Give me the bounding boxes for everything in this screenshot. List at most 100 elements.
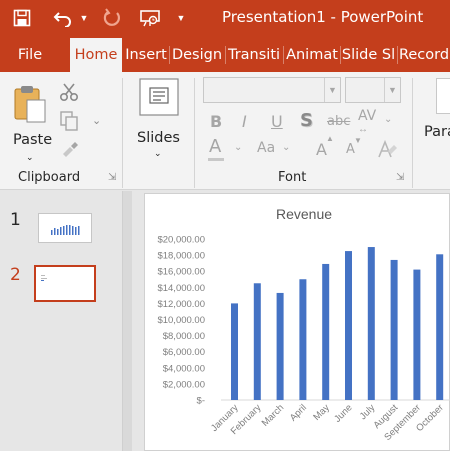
chart-title: Revenue — [276, 206, 332, 222]
character-spacing-arrows-icon: ↔ — [358, 124, 368, 135]
bar-october — [436, 254, 444, 400]
font-color-bar — [208, 158, 224, 161]
slide-number: 1 — [10, 210, 21, 230]
tab-animations[interactable]: Animat — [286, 47, 338, 63]
clipboard-group-label: Clipboard — [18, 170, 81, 185]
font-name-combo[interactable]: ▼ — [203, 77, 341, 103]
slide-number: 2 — [10, 265, 21, 285]
tab-insert[interactable]: Insert — [125, 47, 167, 63]
slide-thumbnail-2[interactable] — [34, 265, 96, 302]
save-icon[interactable] — [10, 6, 34, 30]
slide-thumbnail-1[interactable] — [38, 213, 92, 243]
strikethrough-button[interactable]: abc — [327, 114, 351, 129]
paragraph-label: Para — [424, 124, 450, 140]
character-spacing-button[interactable]: AV — [358, 108, 377, 124]
y-tick-label: $12,000.00 — [157, 299, 205, 310]
bar-june — [345, 251, 352, 400]
revenue-chart[interactable]: Revenue $- $2,000.00 $4,000.00 $6,000.00 $8,0… — [145, 194, 450, 451]
grow-font-caret-icon: ▲ — [326, 134, 334, 143]
font-color-button[interactable]: A — [209, 136, 222, 157]
y-tick-label: $10,000.00 — [157, 315, 205, 326]
font-group-label: Font — [278, 170, 307, 185]
ribbon-tabs: File Home Insert Design Transiti Animat … — [0, 38, 450, 72]
bar-august — [390, 259, 398, 400]
tab-transitions[interactable]: Transiti — [227, 47, 281, 63]
x-tick-label: June — [332, 402, 354, 424]
tab-record[interactable]: Record — [398, 47, 450, 63]
bar-july — [367, 247, 375, 400]
format-painter-icon[interactable] — [60, 140, 80, 160]
bar-september — [413, 269, 421, 400]
grow-font-button[interactable]: A — [316, 140, 327, 159]
y-tick-label: $16,000.00 — [157, 267, 205, 278]
bar-january — [231, 303, 238, 400]
x-tick-label: May — [311, 402, 332, 423]
chevron-down-icon: ⌄ — [154, 148, 162, 158]
paragraph-bullets-button[interactable] — [436, 78, 450, 114]
shrink-font-caret-icon: ▼ — [354, 136, 362, 145]
copy-dropdown-icon[interactable]: ⌄ — [92, 115, 102, 127]
slide-canvas[interactable]: Revenue $- $2,000.00 $4,000.00 $6,000.00 $8,0… — [144, 193, 450, 451]
y-tick-label: $20,000.00 — [157, 235, 205, 246]
x-tick-label: April — [288, 402, 309, 423]
clear-formatting-icon[interactable] — [376, 138, 398, 160]
dialog-launcher-icon[interactable]: ⇲ — [108, 172, 117, 183]
paste-icon — [14, 86, 46, 123]
y-tick-label: $- — [197, 396, 205, 407]
tab-separator — [397, 46, 398, 64]
y-tick-label: $18,000.00 — [157, 251, 205, 262]
undo-dropdown-icon[interactable]: ▼ — [79, 13, 89, 23]
chevron-down-icon[interactable]: ⌄ — [282, 142, 291, 153]
pane-splitter[interactable] — [122, 191, 132, 451]
chevron-down-icon: ▼ — [324, 78, 340, 102]
bar-april — [299, 279, 307, 400]
tab-home[interactable]: Home — [70, 38, 122, 72]
change-case-button[interactable]: Aa — [257, 140, 276, 156]
y-tick-label: $4,000.00 — [163, 363, 205, 374]
paste-button[interactable]: Paste ⌄ — [8, 80, 52, 162]
tab-design[interactable]: Design — [171, 47, 223, 63]
paste-label: Paste — [13, 132, 53, 148]
new-slide-button[interactable]: Slides ⌄ — [132, 78, 186, 162]
customize-qat-icon[interactable]: ▼ — [176, 13, 186, 23]
shrink-font-button[interactable]: A — [346, 142, 355, 157]
chevron-down-icon[interactable]: ⌄ — [234, 142, 243, 153]
chevron-down-icon: ⌄ — [26, 152, 34, 162]
tab-separator — [169, 46, 170, 64]
present-icon[interactable] — [138, 6, 162, 30]
shadow-button[interactable]: S — [300, 110, 313, 131]
y-tick-label: $2,000.00 — [163, 379, 205, 390]
tab-separator — [225, 46, 226, 64]
copy-icon[interactable] — [59, 110, 79, 132]
chevron-down-icon: ▼ — [384, 78, 400, 102]
undo-icon[interactable] — [50, 6, 76, 30]
redo-icon[interactable] — [100, 6, 124, 30]
tab-file[interactable]: File — [17, 47, 43, 63]
cut-icon[interactable] — [59, 82, 79, 102]
dialog-launcher-icon[interactable]: ⇲ — [396, 172, 405, 183]
bar-february — [253, 283, 261, 400]
chevron-down-icon[interactable]: ⌄ — [384, 114, 393, 125]
font-size-combo[interactable]: ▼ — [345, 77, 401, 103]
bar-march — [276, 292, 284, 400]
window-title: Presentation1 - PowerPoint — [222, 8, 424, 26]
y-tick-label: $6,000.00 — [163, 347, 205, 358]
underline-button[interactable]: U — [271, 112, 283, 131]
slides-pane: 1 2 — [0, 191, 122, 451]
bar-may — [322, 263, 330, 400]
y-tick-label: $14,000.00 — [157, 283, 205, 294]
group-divider — [412, 78, 413, 188]
italic-button[interactable]: I — [242, 112, 247, 131]
thumbnail-chart-icon — [51, 225, 80, 235]
bold-button[interactable]: B — [210, 112, 223, 131]
x-tick-label: March — [260, 402, 286, 428]
slides-label: Slides — [137, 130, 180, 146]
group-divider — [122, 78, 123, 188]
title-bar: ▼ ▼ Presentation1 - PowerPoint — [0, 0, 450, 38]
new-slide-icon — [139, 78, 179, 116]
tab-slide-show[interactable]: Slide Sl — [341, 47, 396, 63]
y-tick-label: $8,000.00 — [163, 331, 205, 342]
tab-separator — [283, 46, 284, 64]
ribbon: Paste ⌄ ⌄ Clipboard ⇲ Slides ⌄ ▼ ▼ B I U… — [0, 72, 450, 190]
tab-separator — [340, 46, 341, 64]
